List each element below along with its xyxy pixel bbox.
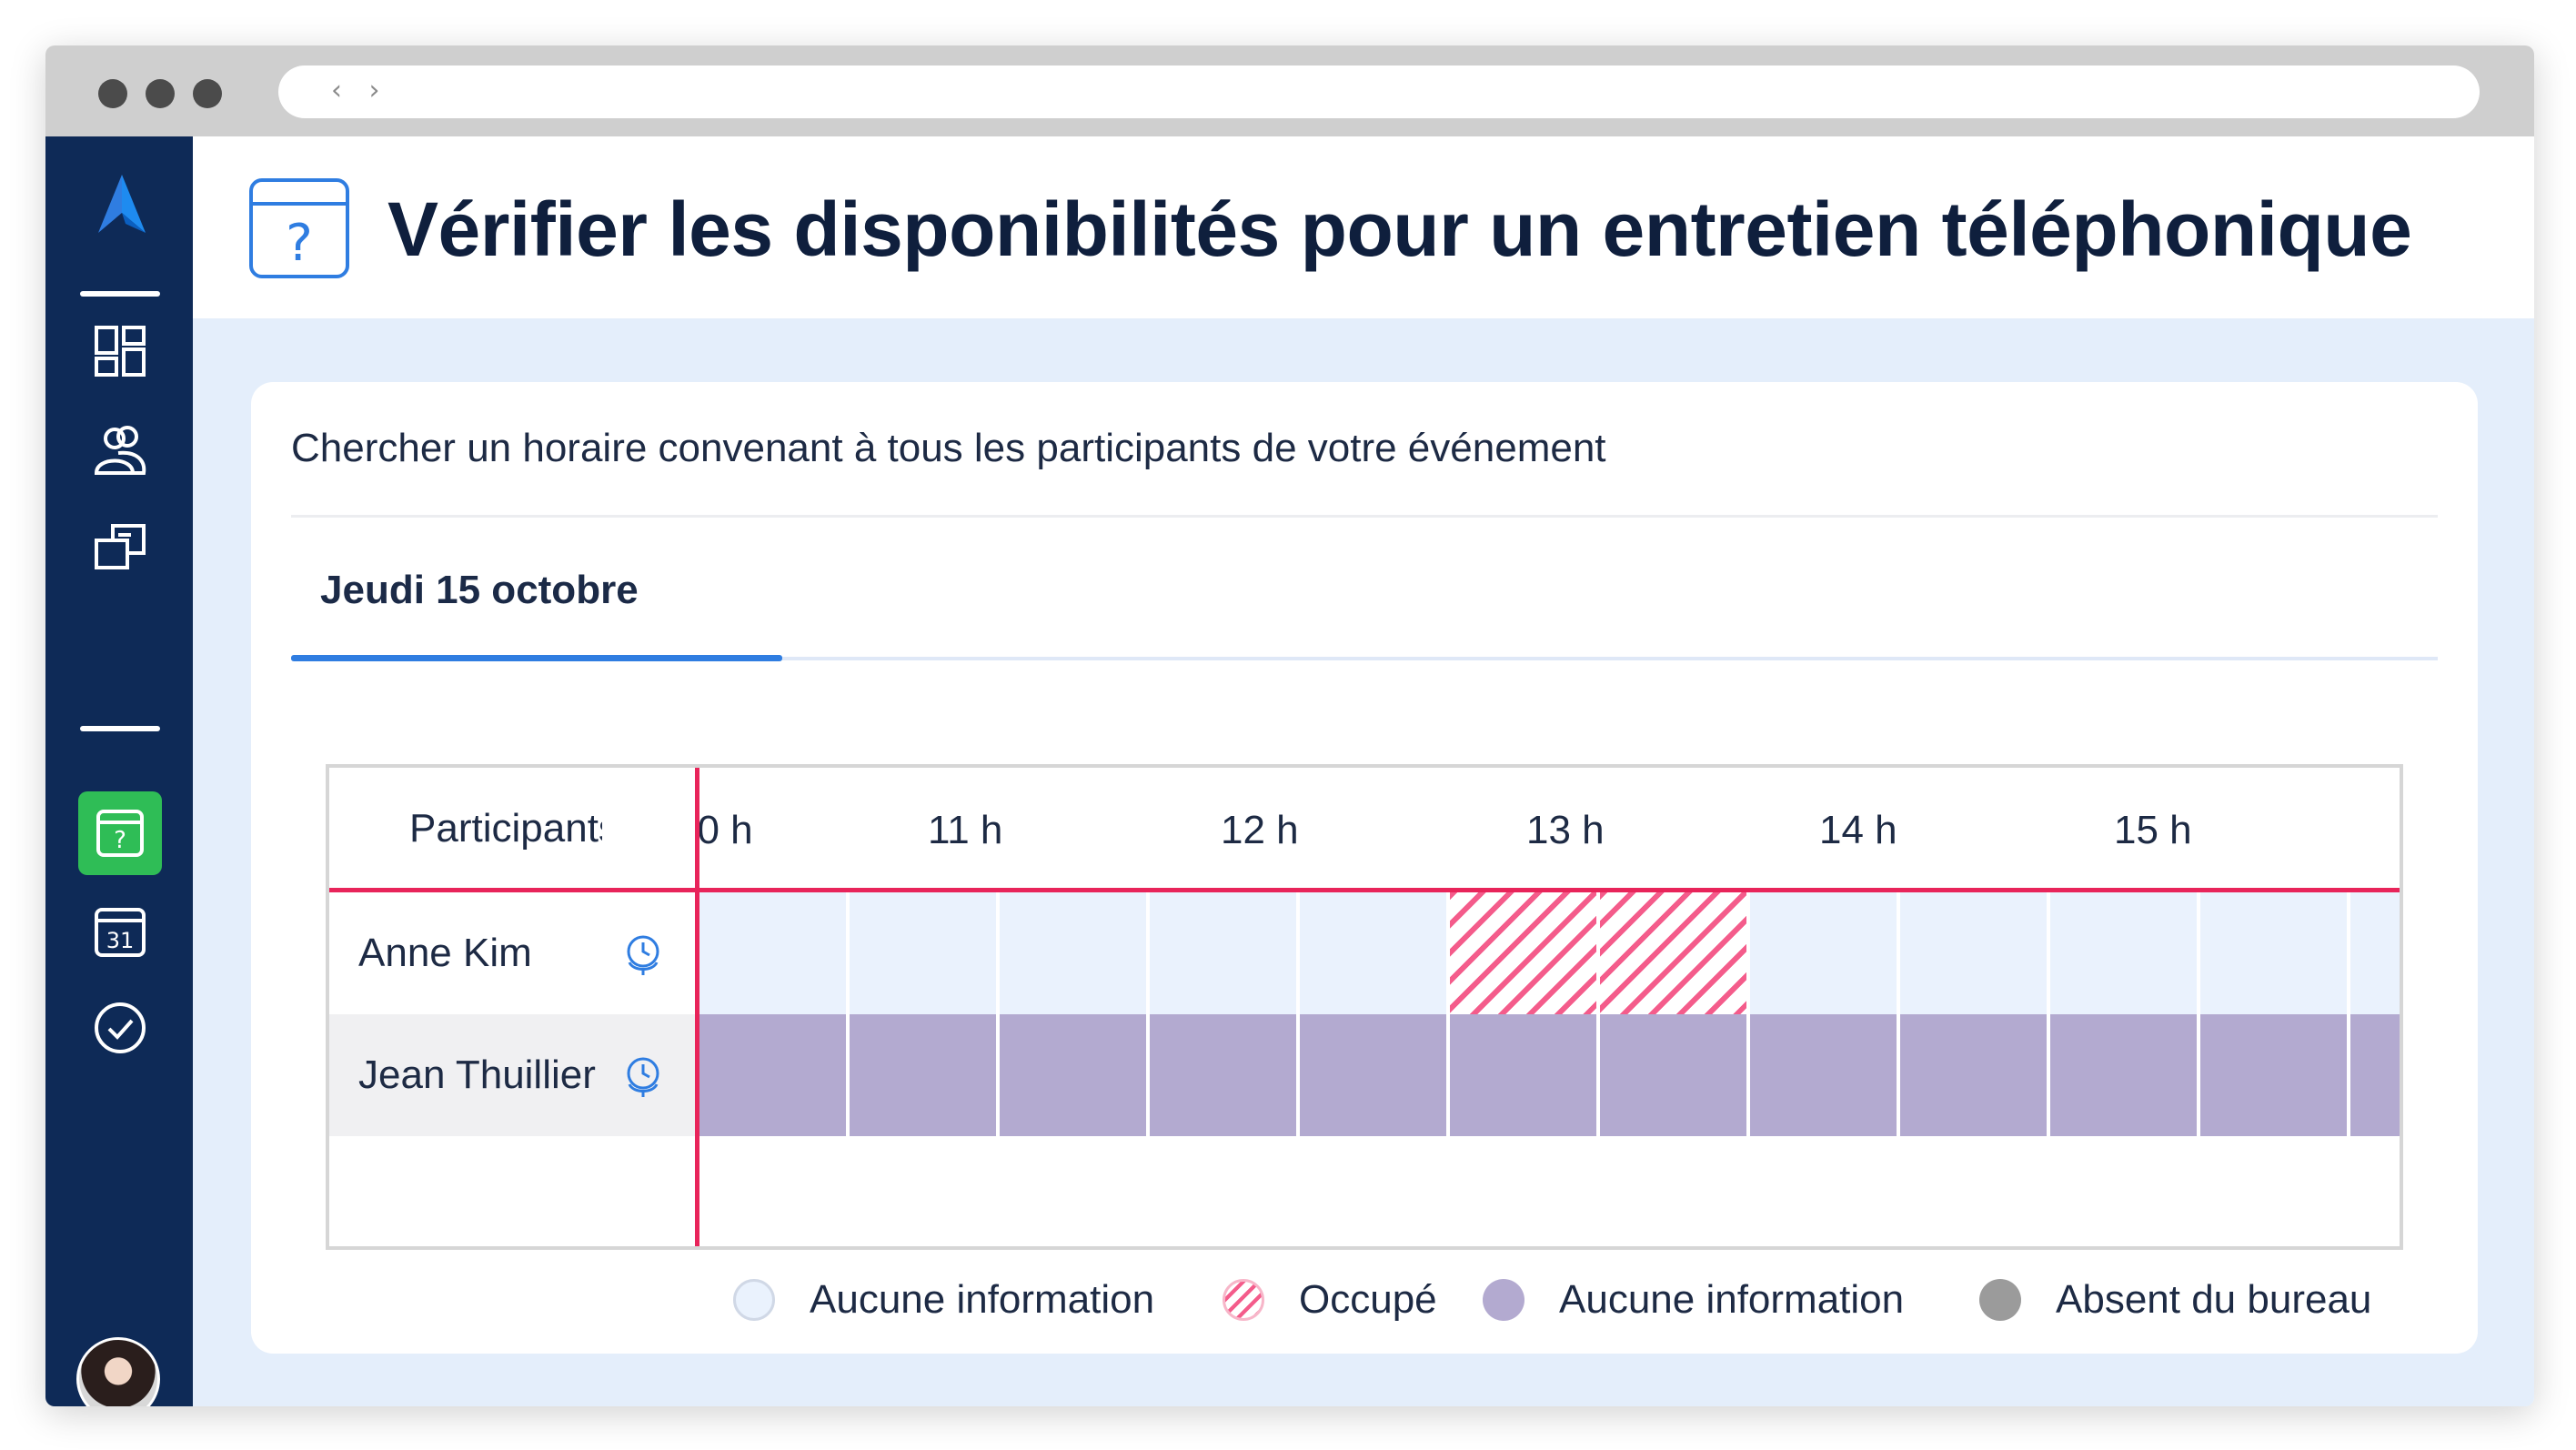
legend-swatch	[1223, 1279, 1264, 1321]
hour-label: 12 h	[1221, 808, 1299, 852]
tab-active-indicator	[291, 655, 782, 661]
legend-label: Absent du bureau	[2056, 1277, 2372, 1322]
time-slot-free[interactable]	[1900, 892, 2047, 1014]
app-logo-icon[interactable]	[86, 169, 158, 242]
legend-label: Aucune information	[1559, 1277, 1905, 1322]
dashboard-icon	[95, 326, 146, 377]
svg-text:31: 31	[106, 928, 135, 953]
time-slot-noinfo[interactable]	[2200, 1014, 2347, 1136]
header-divider-line	[329, 888, 2400, 892]
hour-label: 13 h	[1526, 808, 1605, 852]
participant-timeline	[699, 1014, 2400, 1136]
current-time-line	[695, 768, 699, 1246]
legend-swatch	[1483, 1279, 1524, 1321]
tab-date[interactable]: Jeudi 15 octobre	[320, 568, 639, 612]
sidebar-separator	[80, 726, 160, 731]
time-slot-noinfo[interactable]	[1300, 1014, 1446, 1136]
window-controls	[98, 79, 222, 108]
page-title: Vérifier les disponibilités pour un entr…	[387, 186, 2412, 272]
legend-item-away: Absent du bureau	[1979, 1277, 2371, 1323]
time-slot-noinfo[interactable]	[2050, 1014, 2197, 1136]
browser-chrome: ‹ ›	[45, 45, 2534, 136]
participant-timeline	[699, 892, 2400, 1014]
globe-clock-icon[interactable]	[620, 931, 666, 977]
time-slot-noinfo[interactable]	[1900, 1014, 2047, 1136]
browser-window: ‹ ›	[45, 45, 2534, 1406]
close-window-dot[interactable]	[98, 79, 127, 108]
users-icon	[94, 426, 146, 475]
user-avatar[interactable]	[76, 1337, 160, 1406]
time-slot-noinfo[interactable]	[2350, 1014, 2400, 1136]
legend-label: Aucune information	[810, 1277, 1155, 1322]
time-slot-free[interactable]	[1150, 892, 1296, 1014]
time-slot-free[interactable]	[2050, 892, 2197, 1014]
time-slot-noinfo[interactable]	[1600, 1014, 1746, 1136]
time-slot-noinfo[interactable]	[1000, 1014, 1146, 1136]
time-slot-noinfo[interactable]	[699, 1014, 846, 1136]
legend-item-free: Aucune information	[733, 1277, 1154, 1323]
time-slot-busy[interactable]	[1450, 892, 1596, 1014]
grid-header: Participants 10 h 11 h 12 h 13 h 14 h 15…	[329, 768, 2400, 890]
time-slot-free[interactable]	[699, 892, 846, 1014]
sidebar-item-dashboard[interactable]	[87, 318, 153, 384]
hour-label: 15 h	[2114, 808, 2192, 852]
hour-label: 14 h	[1819, 808, 1897, 852]
check-circle-icon	[95, 1002, 146, 1053]
sidebar-separator	[80, 291, 160, 297]
legend-label: Occupé	[1299, 1277, 1437, 1322]
sidebar-item-calendar[interactable]: 31	[87, 899, 153, 964]
tab-track	[291, 657, 2438, 660]
card-subtitle: Chercher un horaire convenant à tous les…	[291, 426, 1606, 470]
participant-name: Anne Kim	[358, 931, 532, 975]
minimize-window-dot[interactable]	[146, 79, 175, 108]
legend-item-noinfo: Aucune information	[1483, 1277, 1904, 1323]
participants-column-header: Participants	[409, 806, 619, 851]
time-slot-noinfo[interactable]	[850, 1014, 996, 1136]
share-icon	[95, 524, 146, 569]
calendar-icon: 31	[95, 908, 146, 957]
time-slot-free[interactable]	[1750, 892, 1897, 1014]
time-slot-free[interactable]	[1300, 892, 1446, 1014]
sidebar-item-users[interactable]	[87, 417, 153, 482]
participant-row-label[interactable]: Jean Thuillier	[329, 1014, 695, 1136]
legend-swatch	[733, 1279, 775, 1321]
availability-grid: Participants 10 h 11 h 12 h 13 h 14 h 15…	[326, 764, 2403, 1250]
svg-text:?: ?	[114, 827, 126, 854]
address-bar[interactable]: ‹ ›	[278, 65, 2480, 118]
time-slot-noinfo[interactable]	[1750, 1014, 1897, 1136]
maximize-window-dot[interactable]	[193, 79, 222, 108]
hour-label-mask	[602, 795, 695, 868]
page-header: ? Vérifier les disponibilités pour un en…	[193, 136, 2534, 318]
time-slot-free[interactable]	[1000, 892, 1146, 1014]
time-slot-noinfo[interactable]	[1450, 1014, 1596, 1136]
globe-clock-icon[interactable]	[620, 1053, 666, 1099]
card-divider	[291, 515, 2438, 518]
legend-swatch	[1979, 1279, 2021, 1321]
participant-row-label[interactable]: Anne Kim	[329, 892, 695, 1014]
time-slot-free[interactable]	[2350, 892, 2400, 1014]
sidebar-item-availability[interactable]: ?	[78, 791, 162, 875]
time-slot-busy[interactable]	[1600, 892, 1746, 1014]
sidebar-item-tasks[interactable]	[87, 995, 153, 1061]
question-calendar-icon: ?	[96, 810, 144, 857]
time-slot-free[interactable]	[850, 892, 996, 1014]
time-slot-free[interactable]	[2200, 892, 2347, 1014]
svg-text:?: ?	[286, 214, 313, 273]
time-slot-noinfo[interactable]	[1150, 1014, 1296, 1136]
sidebar: ? 31	[45, 136, 193, 1406]
legend-item-busy: Occupé	[1223, 1277, 1437, 1323]
back-forward-arrows[interactable]: ‹ ›	[331, 75, 389, 106]
question-calendar-icon: ?	[249, 178, 349, 278]
participant-name: Jean Thuillier	[358, 1052, 596, 1097]
availability-card: Chercher un horaire convenant à tous les…	[251, 382, 2478, 1354]
sidebar-item-share[interactable]	[87, 513, 153, 579]
hour-label: 11 h	[928, 808, 1003, 852]
